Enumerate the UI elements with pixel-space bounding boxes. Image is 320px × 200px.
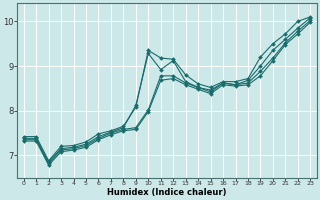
X-axis label: Humidex (Indice chaleur): Humidex (Indice chaleur) (107, 188, 227, 197)
